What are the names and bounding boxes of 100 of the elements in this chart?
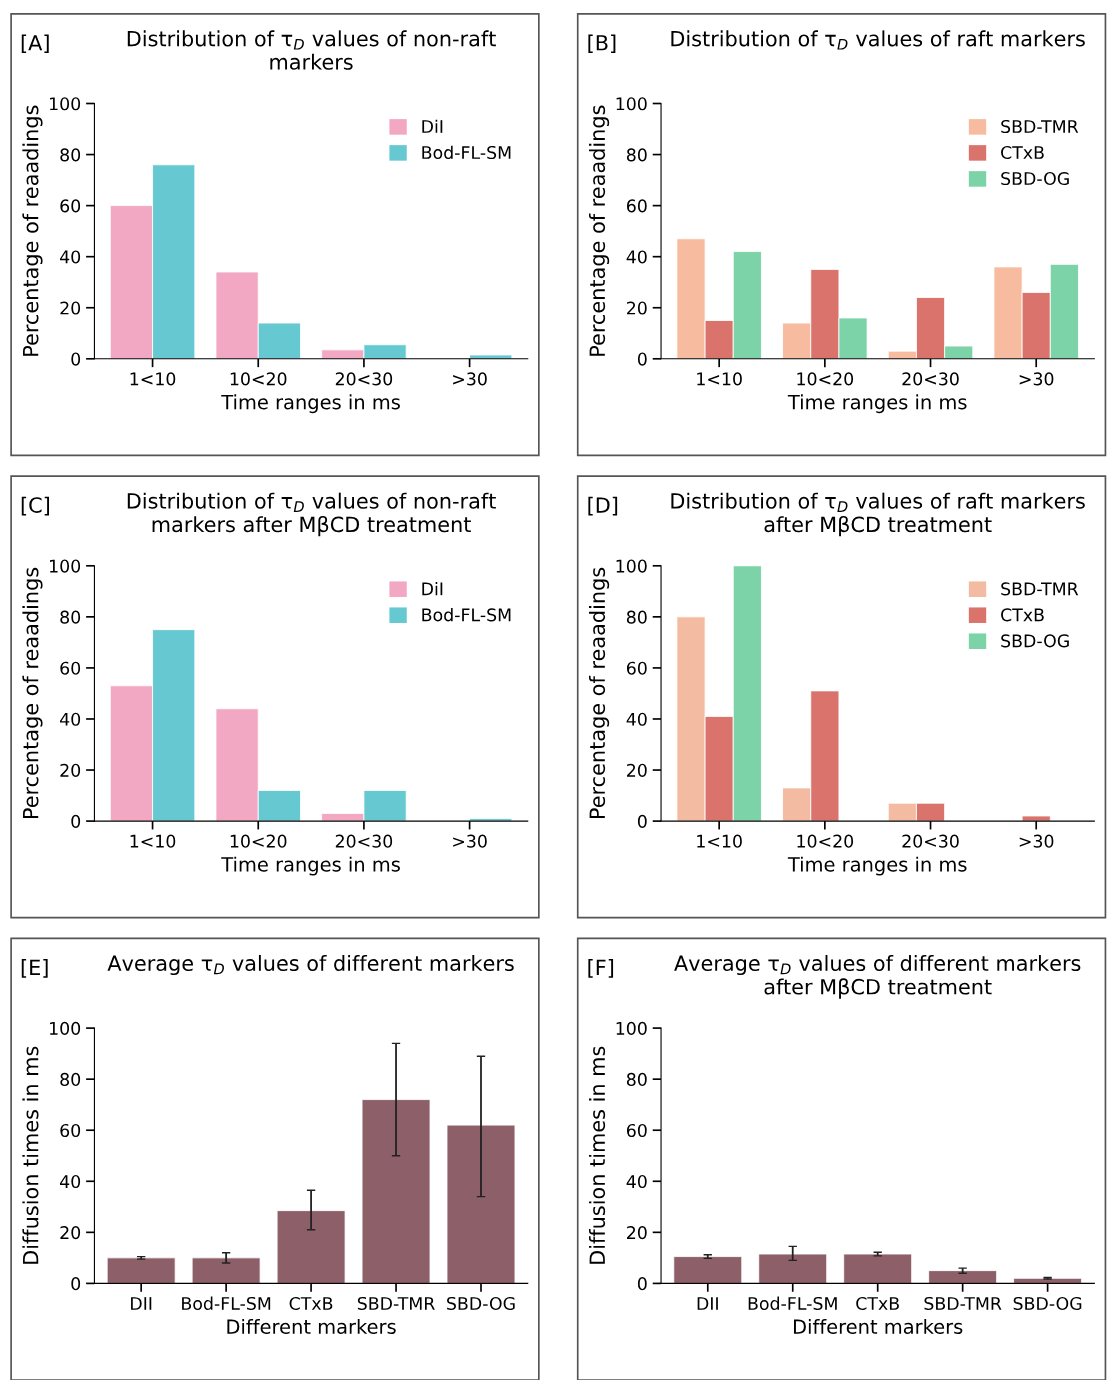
y-tick-label: 0 xyxy=(71,352,81,366)
bar xyxy=(1013,1277,1083,1284)
bar xyxy=(758,1253,828,1284)
y-tick-label: 100 xyxy=(50,559,81,573)
y-tick-label: 20 xyxy=(627,301,647,315)
legend-label: CTxB xyxy=(1001,608,1044,622)
x-tick-label: 1<10 xyxy=(130,834,176,848)
y-tick-label: 0 xyxy=(71,1277,81,1291)
y-tick-label: 0 xyxy=(637,352,647,366)
text: [A] xyxy=(21,34,49,54)
bar xyxy=(673,1256,743,1284)
legend-label: SBD-OG xyxy=(1001,634,1069,648)
x-tick-label: 20<30 xyxy=(335,834,393,848)
chart-title: Distribution of τ$_{D}$ values of non-raft markers xyxy=(127,30,496,70)
text: [C] xyxy=(21,496,50,516)
y-tick-label: 80 xyxy=(60,1072,81,1086)
bar xyxy=(191,1257,261,1284)
legend-label: DiI xyxy=(422,119,443,133)
chart-title: Average τ$_{D}$ values of different markers after MβCD treatment xyxy=(674,954,1081,999)
x-tick-label: SBD-OG xyxy=(1013,1296,1082,1311)
legend-label: Bod-FL-SM xyxy=(422,145,511,160)
legend-label: Bod-FL-SM xyxy=(422,607,511,622)
y-tick-label: 40 xyxy=(60,712,81,726)
x-tick-label: 20<30 xyxy=(902,372,959,386)
x-tick-label: DII xyxy=(131,1297,152,1310)
bar xyxy=(446,1124,516,1284)
x-tick-label: Bod-FL-SM xyxy=(748,1296,837,1311)
y-axis-title: Diffusion times in ms xyxy=(22,1046,39,1264)
x-axis-title: Different markers xyxy=(794,1318,963,1334)
y-tick-label: 100 xyxy=(50,97,81,111)
x-tick-label: >30 xyxy=(1019,834,1054,848)
x-tick-label: CTxB xyxy=(856,1296,899,1311)
y-tick-label: 60 xyxy=(626,661,647,675)
x-tick-label: 10<20 xyxy=(230,834,287,848)
y-tick-label: 40 xyxy=(60,250,81,264)
text: [F] xyxy=(588,959,614,978)
legend-label: DiI xyxy=(422,581,443,596)
text: [D] xyxy=(588,496,618,516)
bar xyxy=(276,1210,346,1284)
x-tick-label: SBD-TMR xyxy=(357,1296,435,1311)
x-tick-label: 1<10 xyxy=(697,834,742,848)
bar xyxy=(928,1270,998,1284)
bar xyxy=(106,1257,176,1284)
y-axis-title: Diffusion times in ms xyxy=(588,1046,606,1264)
y-axis-title: Percentage of reaadings xyxy=(22,105,43,356)
y-tick-label: 40 xyxy=(626,250,647,264)
y-tick-label: 20 xyxy=(60,763,81,777)
y-tick-label: 100 xyxy=(616,97,647,111)
y-tick-label: 0 xyxy=(637,1277,647,1291)
x-tick-label: SBD-TMR xyxy=(924,1296,1002,1311)
y-tick-label: 40 xyxy=(626,1174,647,1189)
y-tick-label: 80 xyxy=(626,610,647,624)
x-tick-label: 1<10 xyxy=(697,372,742,386)
y-tick-label: 0 xyxy=(71,814,81,828)
y-tick-label: 20 xyxy=(60,301,81,315)
x-tick-label: 1<10 xyxy=(130,372,176,386)
chart-title: Distribution of τ$_{D}$ values of non-raft markers after MβCD treatment xyxy=(127,492,496,537)
text: [B] xyxy=(588,34,616,54)
y-tick-label: 20 xyxy=(627,763,647,777)
x-tick-label: 20<30 xyxy=(902,834,959,848)
x-axis-title: Different markers xyxy=(227,1318,396,1334)
x-tick-label: 10<20 xyxy=(797,372,854,386)
y-tick-label: 60 xyxy=(60,661,81,675)
x-tick-label: 20<30 xyxy=(335,372,393,386)
y-tick-label: 60 xyxy=(60,199,81,213)
legend-label: CTxB xyxy=(1001,145,1044,160)
chart-title: Average τ$_{D}$ values of different markers xyxy=(107,954,514,976)
x-axis-title: Time ranges in ms xyxy=(787,394,967,414)
chart-title: Distribution of τ$_{D}$ values of raft markers after MβCD treatment xyxy=(671,492,1085,537)
x-axis-title: Time ranges in ms xyxy=(787,856,967,876)
y-tick-label: 80 xyxy=(626,1072,647,1086)
text: [E] xyxy=(21,959,48,978)
x-tick-label: >30 xyxy=(453,834,487,848)
legend-label: SBD-TMR xyxy=(1001,582,1079,596)
x-axis-title: Time ranges in ms xyxy=(221,394,400,414)
y-tick-label: 20 xyxy=(60,1226,81,1240)
y-tick-label: 60 xyxy=(626,199,647,213)
y-tick-label: 60 xyxy=(626,1123,647,1138)
y-tick-label: 40 xyxy=(626,712,647,726)
y-axis-title: Percentage of reaadings xyxy=(588,567,610,819)
x-tick-label: DII xyxy=(697,1297,718,1310)
x-tick-label: 10<20 xyxy=(230,372,287,386)
y-tick-label: 80 xyxy=(60,148,81,162)
y-tick-label: 80 xyxy=(626,148,647,162)
chart-title: Distribution of τ$_{D}$ values of raft markers xyxy=(671,30,1085,50)
y-tick-label: 100 xyxy=(616,1021,647,1035)
x-tick-label: 10<20 xyxy=(797,834,854,848)
x-tick-label: Bod-FL-SM xyxy=(182,1296,271,1311)
x-tick-label: SBD-OG xyxy=(447,1296,515,1311)
y-axis-title: Percentage of reaadings xyxy=(22,567,43,819)
y-tick-label: 20 xyxy=(627,1226,647,1240)
bar xyxy=(843,1253,913,1284)
y-tick-label: 40 xyxy=(60,1174,81,1189)
x-tick-label: CTxB xyxy=(289,1296,333,1311)
y-axis-title: Percentage of reaadings xyxy=(588,105,610,356)
y-tick-label: 100 xyxy=(616,559,647,573)
bar xyxy=(1021,815,1051,822)
x-axis-title: Time ranges in ms xyxy=(221,856,400,876)
x-tick-label: >30 xyxy=(453,372,487,386)
legend-label: SBD-OG xyxy=(1001,171,1069,186)
